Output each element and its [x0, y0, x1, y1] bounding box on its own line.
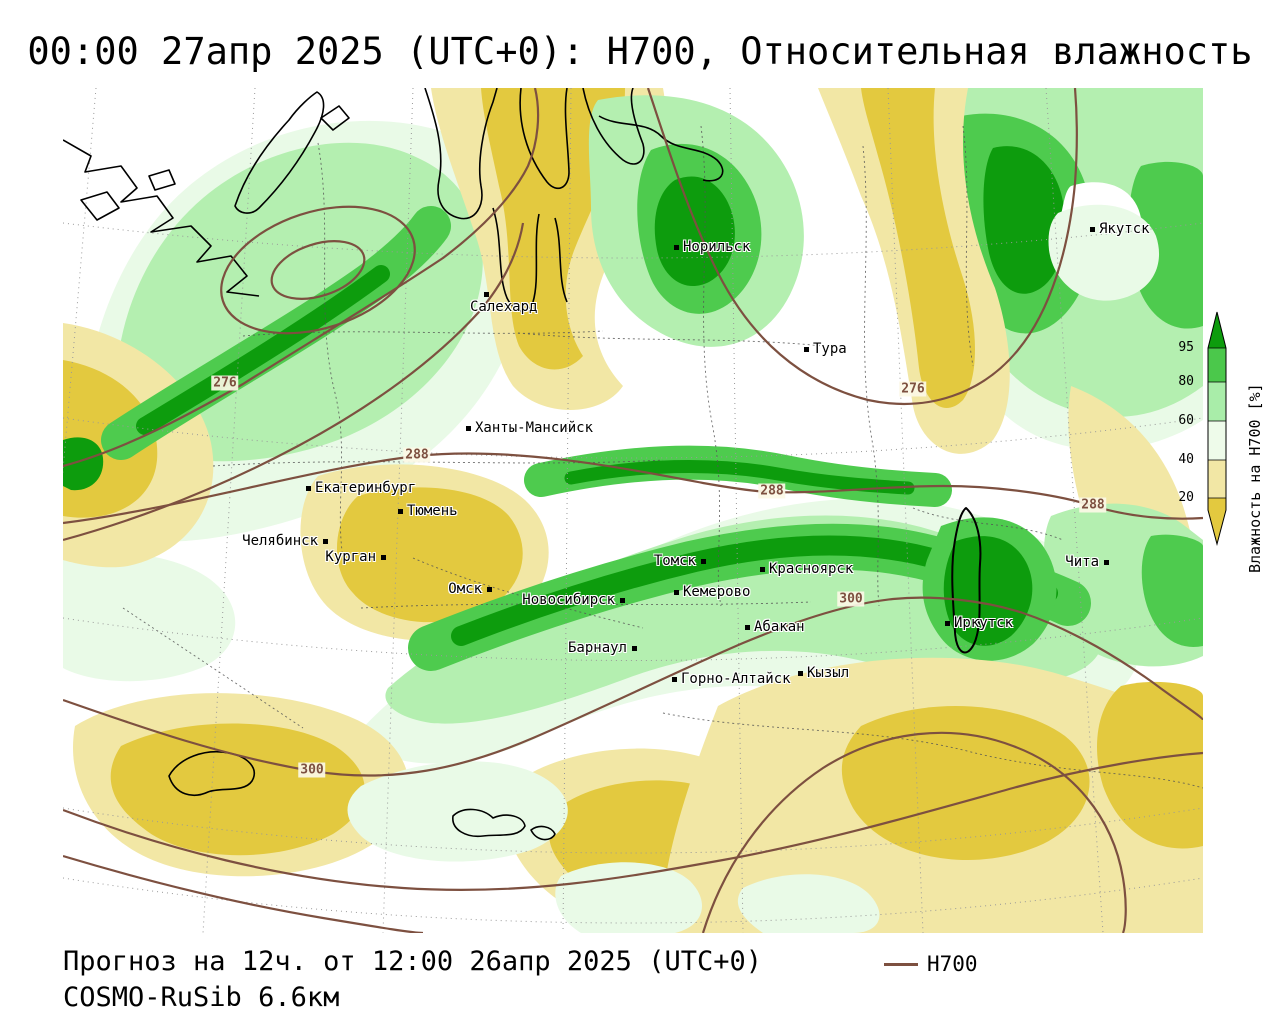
- city-marker: [803, 346, 809, 352]
- city-marker: [322, 538, 328, 544]
- contour-label: 288: [758, 483, 786, 499]
- contour-label: 276: [211, 375, 239, 391]
- city-marker: [797, 670, 803, 676]
- map-overlays: Норильск Салехард Тура Якутск Ханты-Мансийск…: [63, 88, 1203, 933]
- city-label: Горно-Алтайск: [681, 671, 791, 687]
- h700-label: H700: [927, 952, 978, 976]
- page-title: 00:00 27апр 2025 (UTC+0): H700, Относите…: [27, 30, 1253, 73]
- colorbar-tick: 60: [1178, 413, 1194, 428]
- city-marker: [673, 244, 679, 250]
- city-marker: [465, 425, 471, 431]
- map-area: Норильск Салехард Тура Якутск Ханты-Мансийск…: [63, 88, 1203, 933]
- colorbar-label: Влажность на H700 [%]: [1246, 383, 1264, 573]
- city-marker: [486, 586, 492, 592]
- colorbar-tick: 20: [1178, 490, 1194, 505]
- humidity-fill-layer: [63, 88, 1203, 933]
- city-label: Барнаул: [567, 640, 627, 656]
- city-label: Тура: [813, 341, 847, 357]
- city-marker: [671, 676, 677, 682]
- coastline-layer: [63, 88, 982, 841]
- model-info: COSMO-RuSib 6.6км: [63, 982, 340, 1013]
- city-label: Якутск: [1099, 221, 1150, 237]
- city-label: Курган: [325, 549, 376, 565]
- colorbar-tick: 40: [1178, 452, 1194, 467]
- admin-boundaries-layer: [122, 125, 1203, 789]
- city-label: Абакан: [754, 619, 805, 635]
- city-label: Кемерово: [683, 584, 751, 600]
- contour-label: 288: [403, 447, 431, 463]
- contour-label: 300: [298, 762, 326, 778]
- city-label: Чита: [1065, 554, 1099, 570]
- contour-label: 288: [1079, 497, 1107, 513]
- city-marker: [1103, 559, 1109, 565]
- city-label: Тюмень: [407, 503, 458, 519]
- forecast-info: Прогноз на 12ч. от 12:00 26апр 2025 (UTC…: [63, 946, 762, 977]
- city-marker: [380, 554, 386, 560]
- city-marker: [673, 589, 679, 595]
- map-canvas: [63, 88, 1203, 933]
- colorbar-tick: 80: [1178, 374, 1194, 389]
- colorbar-scale: [1207, 311, 1227, 546]
- city-marker: [305, 485, 311, 491]
- city-marker: [944, 620, 950, 626]
- city-marker: [759, 566, 765, 572]
- colorbar-tick: 95: [1178, 340, 1194, 355]
- contour-label: 300: [837, 591, 865, 607]
- city-label: Иркутск: [954, 615, 1014, 631]
- city-label: Салехард: [470, 299, 538, 315]
- city-marker: [483, 291, 489, 297]
- h700-line-sample: [884, 962, 918, 966]
- city-label: Челябинск: [242, 533, 318, 549]
- city-marker: [1089, 226, 1095, 232]
- city-marker: [631, 645, 637, 651]
- humidity-colorbar: 95 80 60 40 20 Влажность на H700 [%]: [1172, 308, 1280, 573]
- city-label: Кызыл: [807, 665, 850, 681]
- city-marker: [744, 624, 750, 630]
- city-label: Новосибирск: [522, 592, 615, 608]
- city-marker: [619, 597, 625, 603]
- city-label: Красноярск: [769, 561, 854, 577]
- city-marker: [397, 508, 403, 514]
- contour-label: 276: [899, 381, 927, 397]
- city-label: Ханты-Мансийск: [475, 420, 594, 436]
- city-label: Екатеринбург: [315, 480, 417, 496]
- colorbar-ticks: 95 80 60 40 20: [1172, 308, 1194, 548]
- city-label: Омск: [448, 581, 482, 597]
- city-label: Норильск: [683, 239, 751, 255]
- contour-legend: H700: [884, 952, 978, 976]
- city-label: Томск: [653, 553, 696, 569]
- city-marker: [700, 558, 706, 564]
